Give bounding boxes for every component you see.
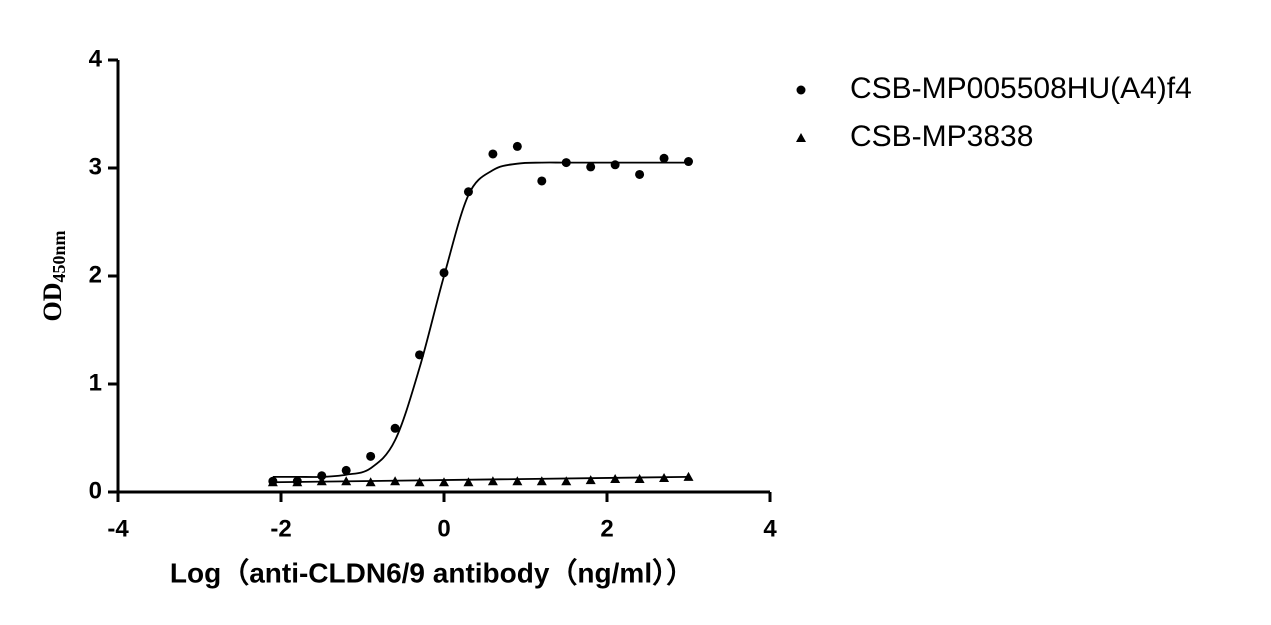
fit-curve (272, 475, 689, 484)
data-point (561, 158, 571, 168)
data-point (536, 476, 547, 486)
data-point (488, 149, 498, 159)
legend-marker (796, 85, 806, 95)
data-point (585, 475, 596, 485)
fit-curve (272, 161, 689, 478)
data-point (414, 477, 425, 487)
x-tick-label: 2 (600, 515, 613, 542)
data-point (659, 472, 670, 482)
data-point (316, 476, 327, 486)
data-point (683, 471, 694, 481)
data-point (390, 476, 401, 486)
data-point (610, 474, 621, 484)
y-axis-label: OD450nm (38, 230, 69, 321)
data-point (537, 176, 547, 186)
data-point (390, 423, 400, 433)
y-label-sub: 450nm (49, 230, 69, 282)
data-point (586, 162, 596, 172)
data-point (341, 476, 352, 486)
data-point (610, 160, 620, 170)
legend-label: CSB-MP3838 (850, 120, 1033, 153)
x-tick-label: 0 (437, 515, 450, 542)
data-point (366, 451, 376, 461)
y-tick-label: 0 (89, 477, 102, 504)
data-point (415, 350, 425, 360)
data-point (365, 477, 376, 487)
data-point (463, 187, 473, 197)
data-point (439, 477, 449, 487)
data-point (684, 157, 693, 167)
y-tick-label: 3 (89, 153, 102, 180)
data-point (512, 476, 523, 486)
data-point (561, 476, 572, 486)
x-tick-label: -4 (107, 515, 129, 542)
legend-marker (796, 133, 806, 142)
data-point (512, 141, 522, 151)
data-point (635, 169, 645, 179)
data-point (317, 471, 327, 481)
legend-label: CSB-MP005508HU(A4)f4 (850, 72, 1192, 105)
data-point (659, 153, 669, 163)
y-tick-label: 1 (89, 369, 102, 396)
y-label-main: OD (38, 283, 67, 322)
x-tick-label: -2 (270, 515, 291, 542)
data-point (267, 477, 278, 487)
data-point (634, 474, 645, 484)
x-tick-label: 4 (763, 515, 777, 542)
y-tick-label: 2 (89, 261, 102, 288)
data-point (439, 268, 449, 278)
x-axis-label: Log（anti-CLDN6/9 antibody（ng/ml）） (170, 556, 694, 588)
data-point (487, 476, 498, 486)
data-point (341, 465, 351, 475)
data-point (463, 477, 474, 487)
y-tick-label: 4 (89, 45, 103, 72)
data-point (292, 477, 303, 487)
